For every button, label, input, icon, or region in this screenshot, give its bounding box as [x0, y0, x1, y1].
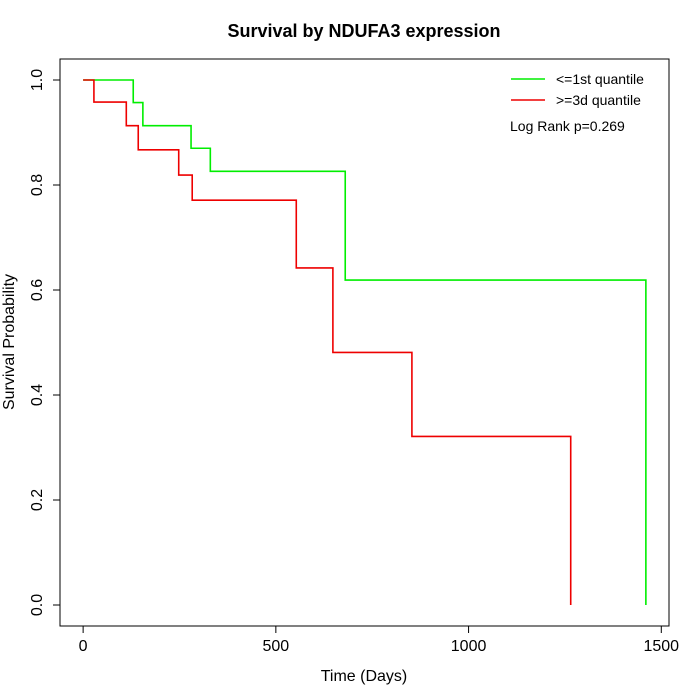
x-axis: 0 500 1000 1500	[79, 625, 679, 655]
y-tick-label: 0.8	[29, 174, 46, 196]
x-tick-label: 0	[79, 638, 88, 655]
legend-label-1: <=1st quantile	[556, 71, 644, 87]
plot-frame	[59, 58, 670, 627]
x-tick-label: 1000	[451, 638, 487, 655]
series-layer	[83, 79, 647, 605]
y-axis-label: Survival Probability	[1, 274, 18, 410]
x-tick-label: 500	[262, 638, 289, 655]
y-tick-label: 1.0	[29, 69, 46, 91]
series-line-1	[83, 79, 647, 605]
series-line-2	[83, 79, 572, 605]
legend: <=1st quantile >=3d quantile	[511, 71, 644, 108]
log-rank-annotation: Log Rank p=0.269	[510, 118, 625, 134]
chart-title: Survival by NDUFA3 expression	[227, 21, 500, 41]
y-tick-label: 0.4	[29, 384, 46, 406]
x-axis-label: Time (Days)	[321, 668, 408, 685]
x-tick-label: 1500	[643, 638, 679, 655]
y-tick-label: 0.6	[29, 279, 46, 301]
y-tick-label: 0.2	[29, 489, 46, 511]
y-axis: 0.0 0.2 0.4 0.6 0.8 1.0	[29, 69, 61, 616]
y-tick-label: 0.0	[29, 594, 46, 616]
legend-label-2: >=3d quantile	[556, 92, 641, 108]
